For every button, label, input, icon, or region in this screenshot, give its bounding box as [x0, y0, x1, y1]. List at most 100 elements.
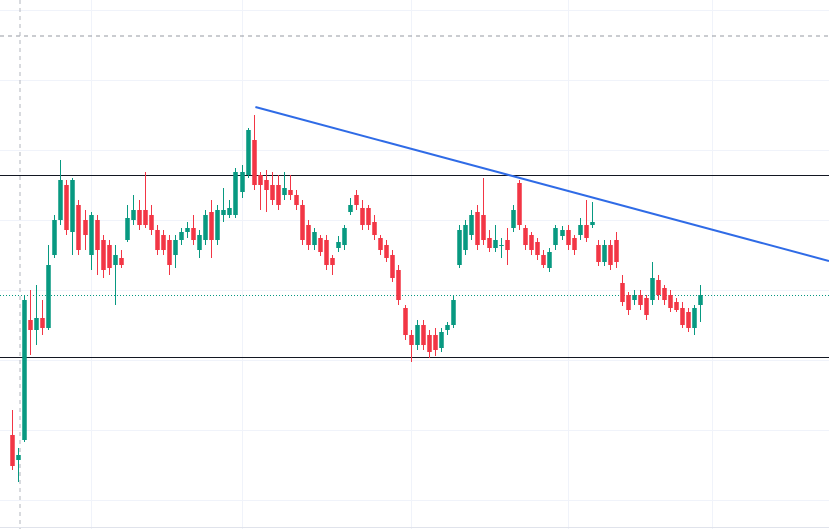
candle-body: [469, 215, 474, 235]
candle-body: [481, 215, 486, 240]
candle-body: [433, 335, 438, 350]
candle-body: [167, 240, 172, 265]
candle-body: [270, 185, 275, 200]
candle-body: [348, 205, 353, 212]
candle-body: [137, 210, 142, 225]
candle-body: [668, 295, 673, 308]
candle-body: [227, 208, 232, 215]
candle-body: [620, 283, 625, 302]
candle-body: [306, 225, 311, 245]
candle-body: [191, 228, 196, 240]
candle-body: [173, 240, 178, 255]
candle-body: [161, 235, 166, 250]
candle-body: [560, 230, 565, 236]
candle-body: [179, 232, 184, 240]
candle-body: [16, 455, 21, 460]
candle-body: [578, 225, 583, 235]
candle-body: [680, 308, 685, 325]
candle-body: [692, 308, 697, 328]
candle-body: [445, 325, 450, 330]
candle-body: [650, 278, 655, 300]
trend-line: [255, 106, 829, 262]
candle-body: [626, 295, 631, 310]
candle-body: [83, 220, 88, 235]
candle-body: [656, 280, 661, 295]
candle-body: [34, 318, 39, 330]
candle-body: [511, 210, 516, 228]
candle-body: [590, 222, 595, 225]
candle-body: [336, 242, 341, 248]
candle-body: [409, 335, 414, 345]
candle-body: [95, 220, 100, 250]
candle-body: [517, 183, 522, 225]
candle-body: [58, 180, 63, 220]
candle-body: [155, 230, 160, 250]
candle-body: [674, 302, 679, 310]
candle-body: [421, 325, 426, 345]
candle-body: [403, 308, 408, 335]
candle-body: [330, 258, 335, 265]
candle-body: [384, 245, 389, 258]
candle-body: [221, 210, 226, 215]
candle-body: [149, 215, 154, 230]
candle-body: [209, 212, 214, 240]
candle-body: [203, 215, 208, 240]
candle-body: [360, 208, 365, 225]
candle-body: [89, 215, 94, 255]
candle-body: [366, 208, 371, 225]
candle-body: [294, 195, 299, 205]
candle-body: [499, 245, 504, 246]
candle-body: [463, 225, 468, 250]
candle-body: [439, 332, 444, 348]
candle-body: [638, 295, 643, 305]
candle-body: [372, 222, 377, 235]
candle-body: [415, 325, 420, 345]
candle-body: [70, 180, 75, 232]
candle-body: [64, 185, 69, 230]
candle-body: [505, 240, 510, 250]
candle-body: [608, 245, 613, 265]
candle-body: [46, 265, 51, 328]
candle-body: [312, 232, 317, 245]
candle-body: [662, 288, 667, 300]
candle-body: [240, 172, 245, 192]
candle-body: [572, 238, 577, 250]
candle-body: [529, 235, 534, 250]
candle-body: [258, 175, 263, 185]
candle-body: [584, 225, 589, 238]
candle-body: [252, 140, 257, 185]
candle-body: [378, 238, 383, 250]
candle-body: [523, 228, 528, 245]
candle-body: [40, 318, 45, 328]
candle-body: [457, 230, 462, 265]
candle-body: [288, 190, 293, 195]
candle-body: [101, 240, 106, 270]
candle-body: [451, 300, 456, 325]
candle-body: [22, 300, 27, 440]
candle-body: [354, 195, 359, 205]
candle-body: [300, 205, 305, 240]
candle-body: [113, 255, 118, 265]
candle-body: [324, 240, 329, 265]
candle-body: [276, 185, 281, 205]
candle-body: [215, 210, 220, 240]
candle-body: [553, 228, 558, 245]
candle-body: [427, 335, 432, 352]
candle-body: [125, 218, 130, 240]
candle-body: [547, 252, 552, 268]
candle-body: [264, 180, 269, 190]
candle-body: [566, 230, 571, 245]
candle-body: [686, 312, 691, 328]
candle-body: [185, 228, 190, 232]
candle-body: [246, 130, 251, 175]
candle-body: [76, 205, 81, 250]
candle-body: [493, 240, 498, 248]
candle-body: [541, 255, 546, 265]
candle-body: [10, 435, 15, 466]
candle-body: [535, 242, 540, 255]
candle-body: [475, 212, 480, 245]
candle-body: [596, 245, 601, 262]
candle-body: [233, 172, 238, 215]
